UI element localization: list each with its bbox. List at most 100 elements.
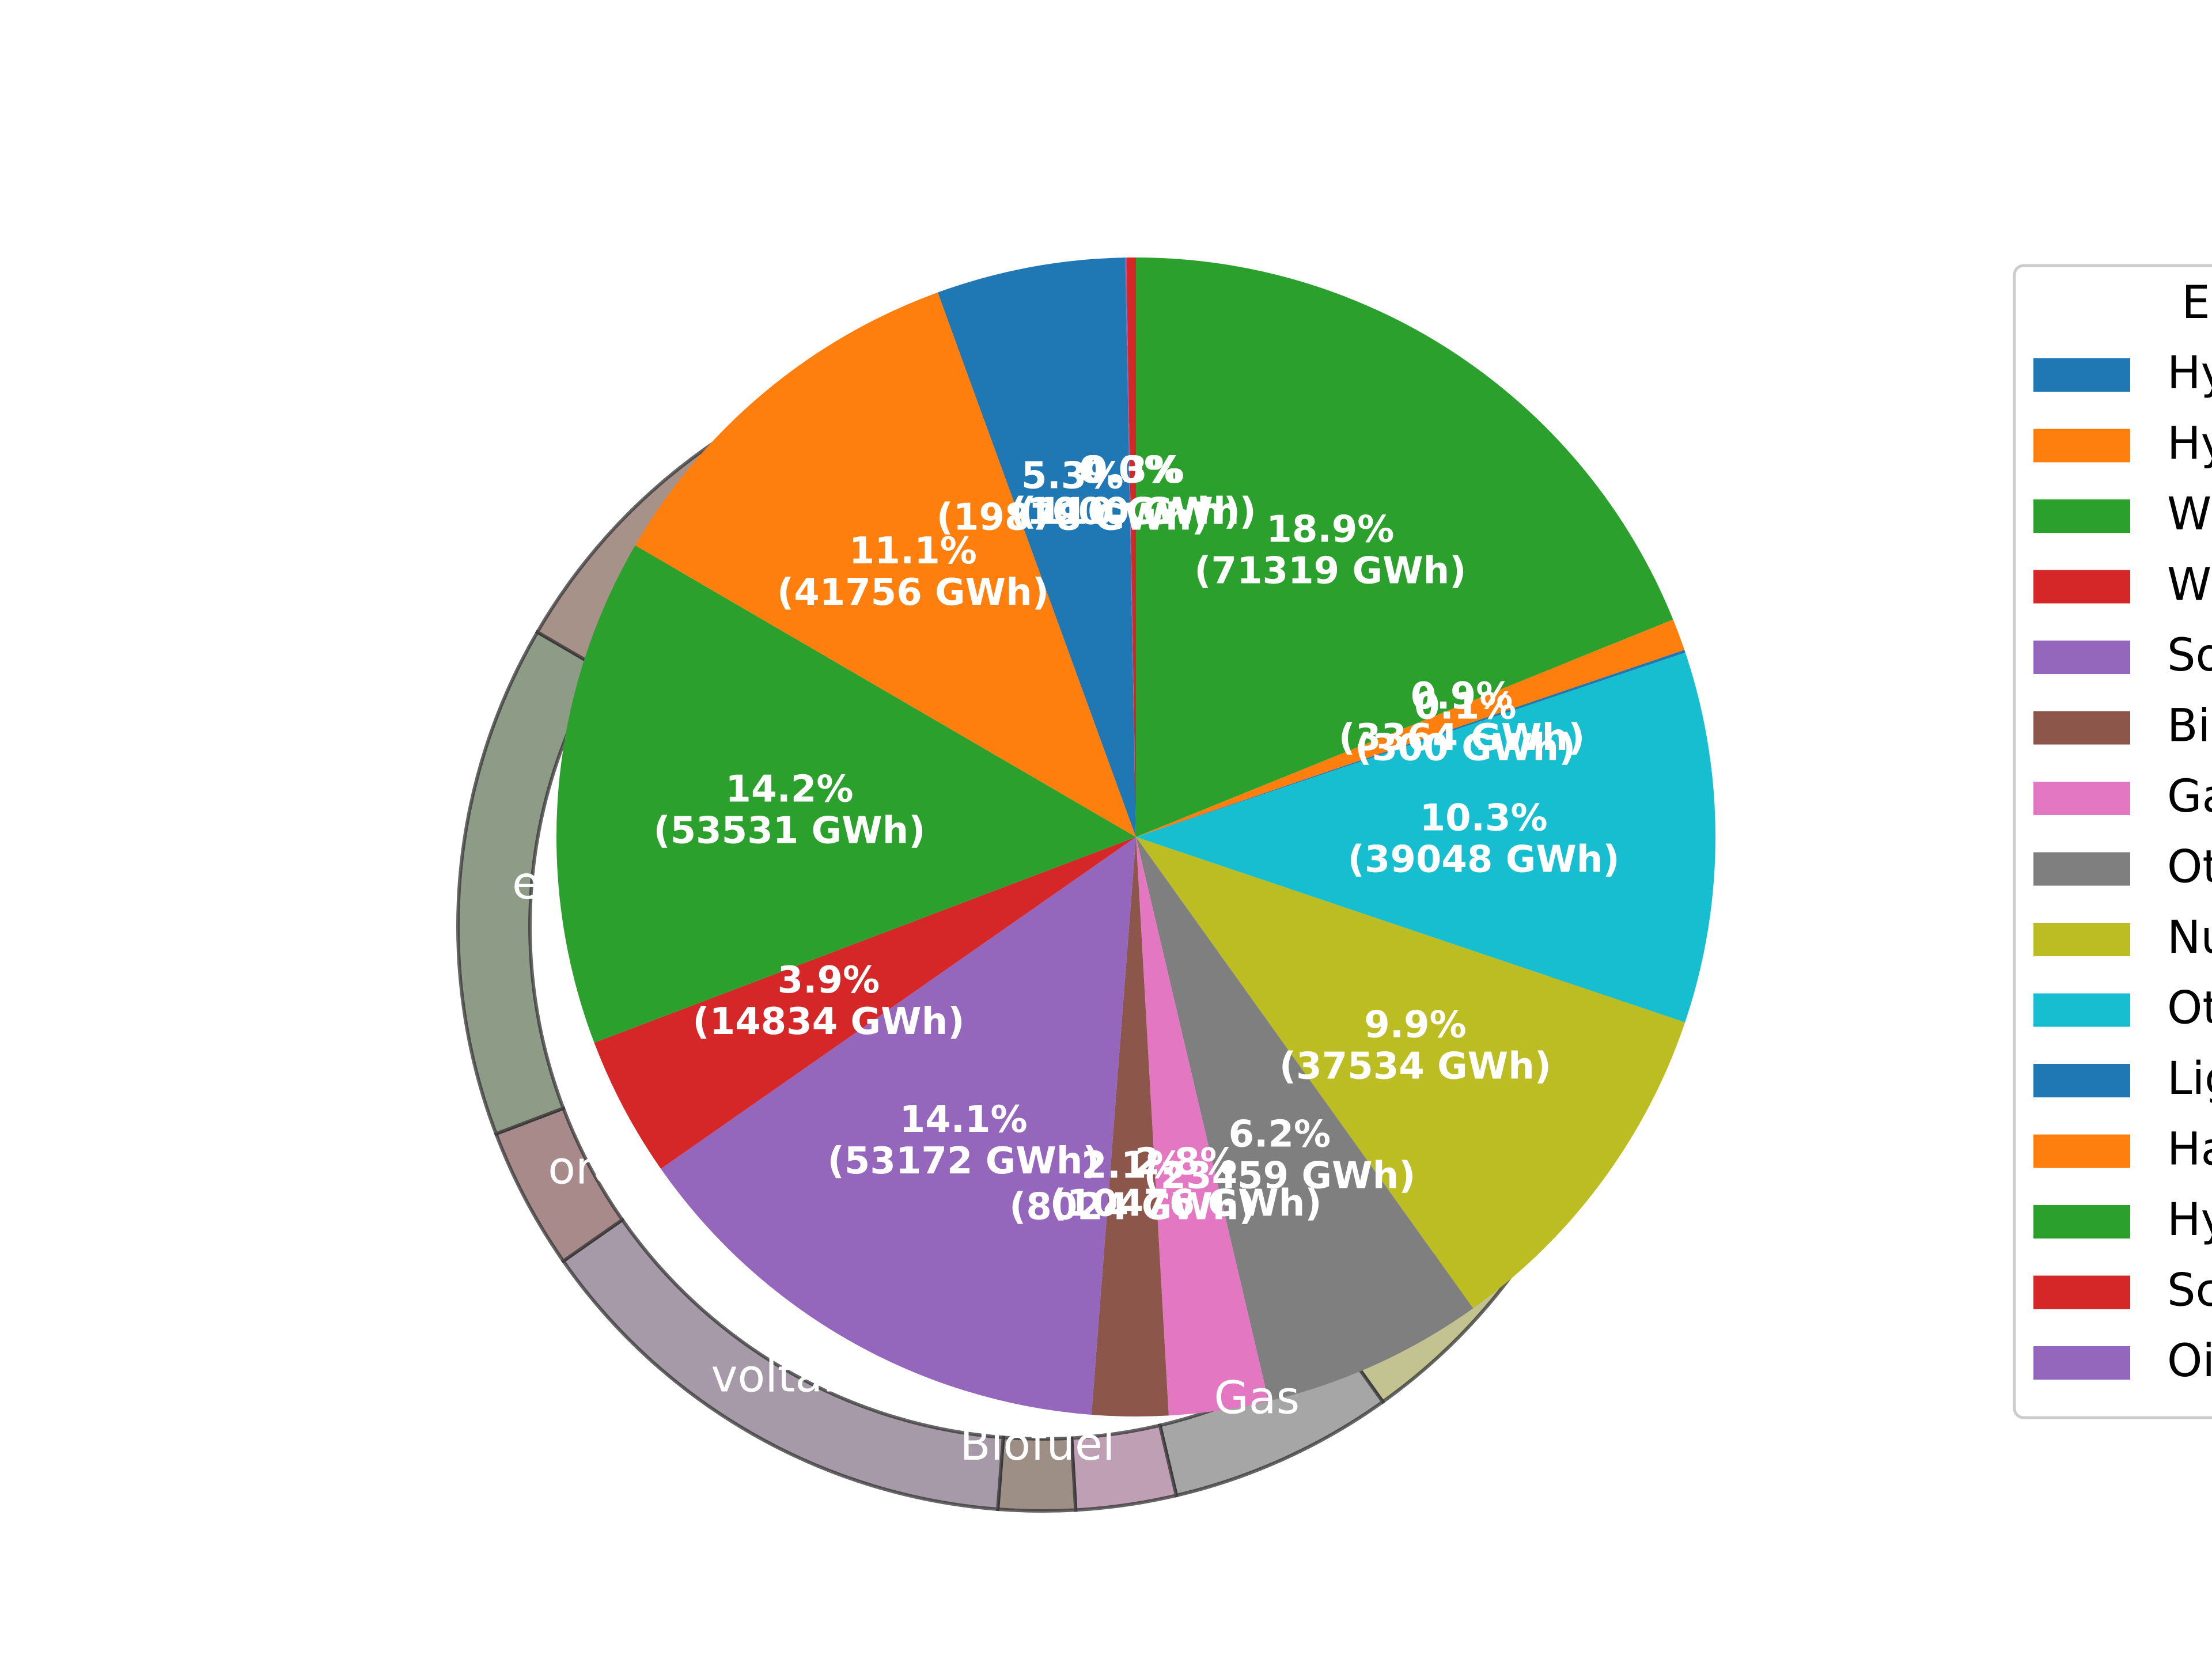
pie-slice: [1126, 257, 1136, 837]
slice-percent-label: 10.3%: [1420, 797, 1548, 840]
legend-swatch: [2033, 570, 2130, 604]
legend-swatch: [2033, 1346, 2130, 1380]
legend-label: Hy: [2167, 1194, 2212, 1246]
inner-pie: [556, 257, 1715, 1416]
slice-percent-label: 2.1%: [1081, 1145, 1184, 1187]
legend-swatch: [2033, 923, 2130, 956]
legend-label: Ot: [2167, 842, 2212, 893]
pie-slice: [1136, 837, 1269, 1416]
legend-swatch: [2033, 1134, 2130, 1168]
pie-slice: [937, 257, 1136, 838]
legend-swatch: [2033, 782, 2130, 815]
legend-entry: Ha: [2033, 1124, 2212, 1176]
legend-label: Oi: [2167, 1335, 2212, 1387]
outer-ring-labels: Gas Biofuel voltaic ore e: [512, 858, 1300, 1471]
pie-slice: [1136, 837, 1474, 1402]
legend-label: Ot: [2167, 983, 2212, 1035]
outer-ring-label: voltaic: [711, 1350, 860, 1402]
slice-value-label: (41756 GWh): [777, 571, 1049, 614]
slice-percent-label: 0.3%: [1082, 449, 1184, 491]
legend-label: W: [2167, 488, 2211, 540]
legend-entry: Nu: [2033, 912, 2212, 964]
legend-entry: Hy: [2033, 347, 2212, 399]
pie-slice: [594, 837, 1136, 1169]
legend-label: W: [2167, 559, 2211, 611]
legend-entry: W: [2033, 488, 2211, 540]
pie-slice: [661, 837, 1136, 1415]
slice-value-label: (37534 GWh): [1279, 1045, 1551, 1088]
legend-swatch: [2033, 711, 2130, 745]
legend-label: Hy: [2167, 347, 2212, 399]
outer-ring-label: ore: [548, 1143, 620, 1195]
slice-percent-label: 2.8%: [1135, 1141, 1237, 1183]
slice-value-label: (53531 GWh): [653, 809, 925, 852]
slice-value-label: (10476 GWh): [1050, 1182, 1321, 1225]
legend-swatch: [2033, 1275, 2130, 1309]
slice-value-label: (71319 GWh): [1194, 550, 1466, 592]
legend-swatch: [2033, 641, 2130, 674]
pie-slice: [1125, 257, 1136, 837]
slice-value-label: (53172 GWh): [828, 1140, 1100, 1183]
legend-entry: Bi: [2033, 700, 2210, 752]
slice-value-label: (23459 GWh): [1143, 1155, 1415, 1198]
legend-label: Ga: [2167, 771, 2212, 823]
legend-entry: Lig: [2033, 1053, 2212, 1105]
pie-slice: [1136, 619, 1685, 837]
legend-entry: W: [2033, 559, 2211, 611]
slice-percent-label: 14.2%: [725, 768, 853, 810]
slice-value-label: (300 GWh): [1355, 727, 1575, 770]
legend-frame: [2013, 264, 2212, 1419]
legend-entry: Ot: [2033, 983, 2212, 1035]
slice-percent-label: 6.2%: [1229, 1113, 1331, 1156]
legend-label: Lig: [2167, 1053, 2212, 1105]
slice-value-label: (1000 GWh): [1010, 490, 1256, 533]
pie-slice: [1136, 257, 1673, 837]
legend-entry: So: [2033, 630, 2212, 681]
legend: E Hy Hy WW So Bi Ga Ot Nu Ot Lig Ha Hy Sc Oi: [2013, 264, 2212, 1419]
slice-labels: 18.9%(71319 GWh) 0.9%(3364 GWh)0.1%(300 G…: [653, 449, 1619, 1228]
outer-ring-label: e: [512, 858, 540, 910]
legend-entry: Ot: [2033, 842, 2212, 893]
legend-swatch: [2033, 993, 2130, 1027]
slice-percent-label: 0.1%: [1414, 685, 1517, 728]
slice-percent-label: 18.9%: [1266, 508, 1394, 551]
legend-label: So: [2167, 630, 2212, 681]
legend-label: Ha: [2167, 1124, 2212, 1176]
legend-swatch: [2033, 499, 2130, 533]
slice-percent-label: 11.1%: [849, 530, 977, 573]
legend-label: Bi: [2167, 700, 2210, 752]
pie-slice: [635, 292, 1136, 837]
slice-percent-label: 0.0%: [1079, 449, 1181, 491]
pie-slice: [556, 545, 1136, 1043]
slice-percent-label: 0.9%: [1411, 675, 1513, 718]
legend-swatch: [2033, 852, 2130, 886]
slice-percent-label: 3.9%: [778, 959, 880, 1002]
legend-swatch: [2033, 358, 2130, 392]
slice-percent-label: 14.1%: [900, 1099, 1028, 1141]
legend-swatch: [2033, 1205, 2130, 1238]
legend-entry: Oi: [2033, 1335, 2212, 1387]
legend-swatch: [2033, 1064, 2130, 1097]
slice-percent-label: 5.3%: [1021, 455, 1124, 498]
legend-entry: Hy: [2033, 418, 2212, 470]
legend-entry: Hy: [2033, 1194, 2212, 1246]
legend-label: Nu: [2167, 912, 2212, 964]
pie-slice: [1091, 837, 1169, 1416]
pie-slice: [1136, 652, 1715, 1022]
legend-entry: Sc: [2033, 1265, 2212, 1317]
pie-slice: [1136, 650, 1685, 837]
slice-value-label: (14834 GWh): [692, 1001, 964, 1043]
outer-ring-label: Biofuel: [960, 1419, 1115, 1471]
pie-slice: [1136, 837, 1685, 1309]
legend-label: Sc: [2167, 1265, 2212, 1317]
legend-swatch: [2033, 429, 2130, 463]
legend-entry: Ga: [2033, 771, 2212, 823]
outer-ring-label: Gas: [1214, 1373, 1300, 1425]
slice-value-label: (3364 GWh): [1339, 717, 1585, 759]
slice-value-label: (110 GWh): [1020, 490, 1240, 533]
slice-value-label: (8024 GWh): [1009, 1186, 1256, 1229]
legend-label: Hy: [2167, 418, 2212, 470]
slice-percent-label: 9.9%: [1364, 1003, 1467, 1046]
slice-value-label: (19878 GWh): [937, 497, 1209, 539]
